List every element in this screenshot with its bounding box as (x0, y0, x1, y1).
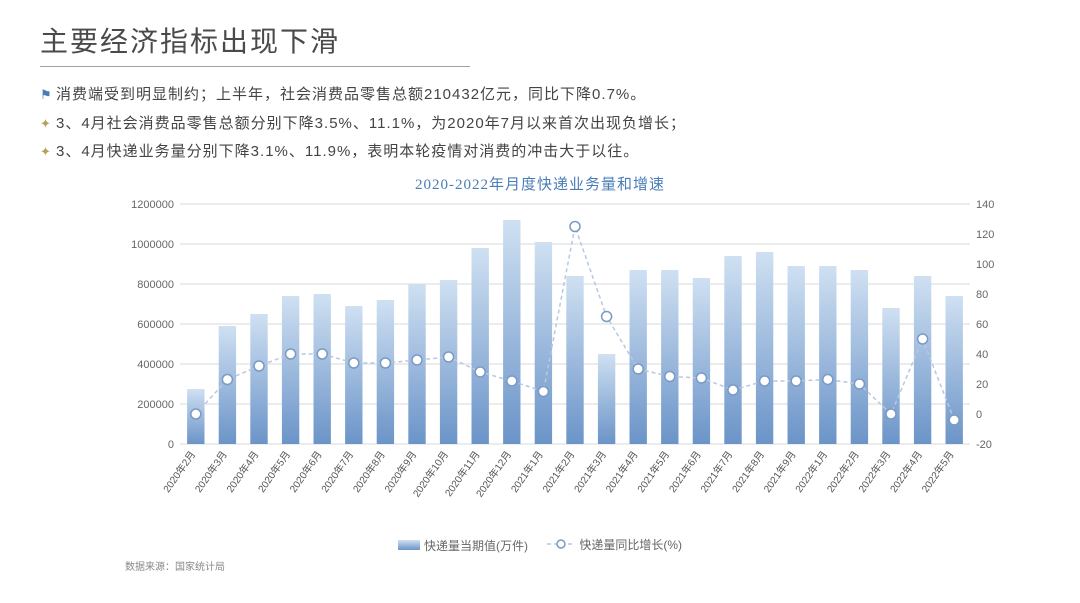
star-icon: ✦ (40, 140, 52, 165)
svg-text:140: 140 (976, 199, 994, 211)
bullet-text: 3、4月社会消费品零售总额分别下降3.5%、11.1%，为2020年7月以来首次… (56, 115, 686, 132)
chart-title: 2020-2022年月度快递业务量和增速 (40, 173, 1040, 194)
svg-text:200000: 200000 (137, 399, 174, 411)
svg-text:0: 0 (976, 409, 982, 421)
bullet-text: 3、4月快递业务量分别下降3.1%、11.9%，表明本轮疫情对消费的冲击大于以往… (56, 143, 639, 160)
chart-svg: 0 200000 400000 600000 800000 1000000 1200000 -… (110, 194, 1010, 534)
data-source: 数据来源：国家统计局 (125, 558, 1040, 573)
svg-text:2020年2月: 2020年2月 (160, 448, 198, 495)
legend-bar: 快递量当期值(万件) (398, 537, 528, 554)
svg-text:0: 0 (168, 439, 174, 451)
chart: 0 200000 400000 600000 800000 1000000 1200000 -… (110, 194, 1010, 534)
bullet-list: ⚑ 消费端受到明显制约；上半年，社会消费品零售总额210432亿元，同比下降0.… (40, 81, 1040, 167)
legend-line: 快递量同比增长(%) (547, 536, 682, 553)
bullet-item: ✦ 3、4月社会消费品零售总额分别下降3.5%、11.1%，为2020年7月以来… (40, 110, 1040, 139)
svg-text:40: 40 (976, 349, 988, 361)
slide: 主要经济指标出现下滑 ⚑ 消费端受到明显制约；上半年，社会消费品零售总额2104… (0, 0, 1080, 603)
flag-icon: ⚑ (40, 83, 53, 108)
svg-text:1200000: 1200000 (131, 199, 174, 211)
svg-text:1000000: 1000000 (131, 239, 174, 251)
svg-text:20: 20 (976, 379, 988, 391)
svg-text:80: 80 (976, 289, 988, 301)
svg-text:100: 100 (976, 259, 994, 271)
star-icon: ✦ (40, 112, 52, 137)
svg-text:800000: 800000 (137, 279, 174, 291)
legend: 快递量当期值(万件) 快递量同比增长(%) (40, 536, 1040, 554)
bullet-text: 消费端受到明显制约；上半年，社会消费品零售总额210432亿元，同比下降0.7%… (56, 86, 646, 103)
svg-text:-20: -20 (976, 439, 992, 451)
svg-text:60: 60 (976, 319, 988, 331)
svg-text:120: 120 (976, 229, 994, 241)
legend-bar-swatch (398, 540, 420, 550)
bullet-item: ✦ 3、4月快递业务量分别下降3.1%、11.9%，表明本轮疫情对消费的冲击大于… (40, 138, 1040, 167)
legend-line-swatch (547, 538, 575, 550)
page-title: 主要经济指标出现下滑 (40, 20, 1040, 60)
legend-line-label: 快递量同比增长(%) (579, 536, 682, 553)
title-underline (40, 66, 470, 67)
svg-text:400000: 400000 (137, 359, 174, 371)
svg-text:600000: 600000 (137, 319, 174, 331)
bullet-item: ⚑ 消费端受到明显制约；上半年，社会消费品零售总额210432亿元，同比下降0.… (40, 81, 1040, 110)
legend-bar-label: 快递量当期值(万件) (424, 537, 528, 554)
